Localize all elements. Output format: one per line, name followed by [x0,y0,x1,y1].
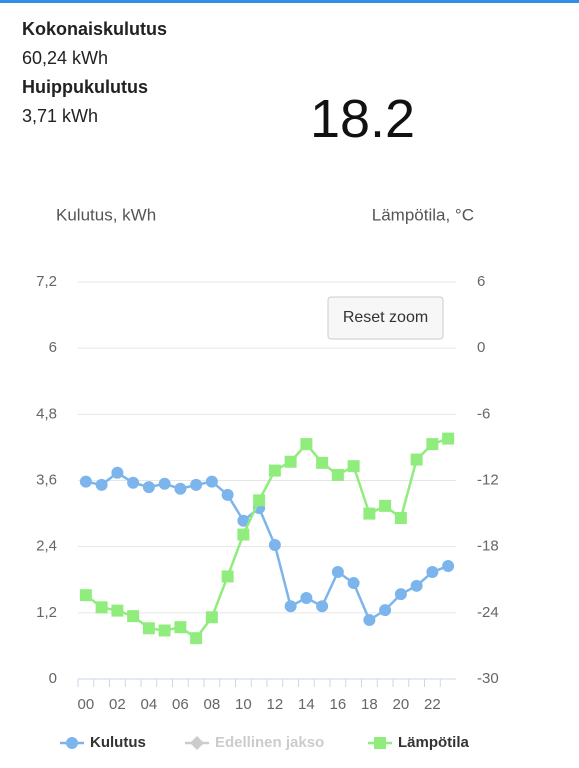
point [394,588,407,601]
point [205,475,218,488]
legend-label[interactable]: Lämpötila [398,734,469,751]
point [442,559,455,572]
point [331,468,344,481]
point [79,475,92,488]
point [237,514,250,527]
legend-label[interactable]: Edellinen jakso [215,734,324,751]
legend-item[interactable]: Kulutus [60,734,146,751]
point [331,566,344,579]
point [347,460,360,473]
y2-tick-label: -12 [477,471,499,488]
point [95,601,108,614]
point [127,610,140,623]
total-label: Kokonaiskulutus [22,19,168,39]
legend-label[interactable]: Kulutus [90,734,146,751]
x-tick-label: 00 [78,696,95,713]
y2-axis-title: Lämpötila, °C [372,205,474,224]
x-tick-label: 18 [361,696,378,713]
top-bar [0,0,579,3]
y2-tick-label: -6 [477,405,490,422]
point [379,604,392,617]
x-tick-label: 22 [424,696,441,713]
point [347,577,360,590]
legend-marker [190,736,204,750]
point [284,455,297,468]
button-bg[interactable] [327,296,444,340]
x-tick-label: 08 [204,696,221,713]
point [426,438,439,451]
legend-item[interactable]: Lämpötila [368,734,469,751]
point [221,488,234,501]
x-tick-label: 16 [330,696,347,713]
y-tick-label: 1,2 [36,604,57,621]
x-tick-label: 06 [172,696,189,713]
peak-label: Huippukulutus [22,77,148,97]
point [95,478,108,491]
y2-tick-label: -30 [477,670,499,687]
x-tick-label: 04 [141,696,158,713]
x-tick-label: 14 [298,696,315,713]
point [142,622,155,635]
point [253,494,266,507]
total-value: 60,24 kWh [22,48,109,68]
x-tick-label: 02 [109,696,126,713]
point [268,539,281,552]
point [190,478,203,491]
point [410,453,423,466]
point [300,438,313,451]
legend-marker [374,737,386,749]
point [158,624,171,637]
point [363,507,376,520]
y2-tick-label: -24 [477,604,499,621]
point [142,481,155,494]
point [205,611,218,624]
point [379,499,392,512]
x-tick-label: 12 [267,696,284,713]
y2-tick-label: -18 [477,538,499,555]
peak-value: 3,71 kWh [22,106,99,126]
y-tick-label: 2,4 [36,538,57,555]
point [394,511,407,524]
y-tick-label: 3,6 [36,471,57,488]
current-value: 18.2 [309,89,416,149]
y2-tick-label: 0 [477,339,485,356]
point [410,579,423,592]
point [284,600,297,613]
x-tick-label: 20 [393,696,410,713]
point [316,456,329,469]
point [221,570,234,583]
point [158,477,171,490]
point [268,464,281,477]
point [442,432,455,445]
x-tick-label: 10 [235,696,252,713]
point [300,591,313,604]
point [111,466,124,479]
point [174,482,187,495]
y-tick-label: 6 [49,339,57,356]
legend-item[interactable]: Edellinen jakso [185,734,324,751]
point [111,604,124,617]
point [127,476,140,489]
legend-marker [66,737,78,749]
y-tick-label: 7,2 [36,273,57,290]
button-label[interactable]: Reset zoom [343,309,428,326]
point [363,614,376,627]
y-tick-label: 4,8 [36,405,57,422]
series-line [85,437,449,640]
y2-tick-label: 6 [477,273,485,290]
y-tick-label: 0 [49,670,57,687]
reset-zoom-button[interactable]: Reset zoom [327,296,444,340]
point [174,621,187,634]
point [426,566,439,579]
point [316,600,329,613]
point [237,528,250,541]
point [79,589,92,602]
point [190,632,203,645]
y-axis-title: Kulutus, kWh [56,205,156,224]
